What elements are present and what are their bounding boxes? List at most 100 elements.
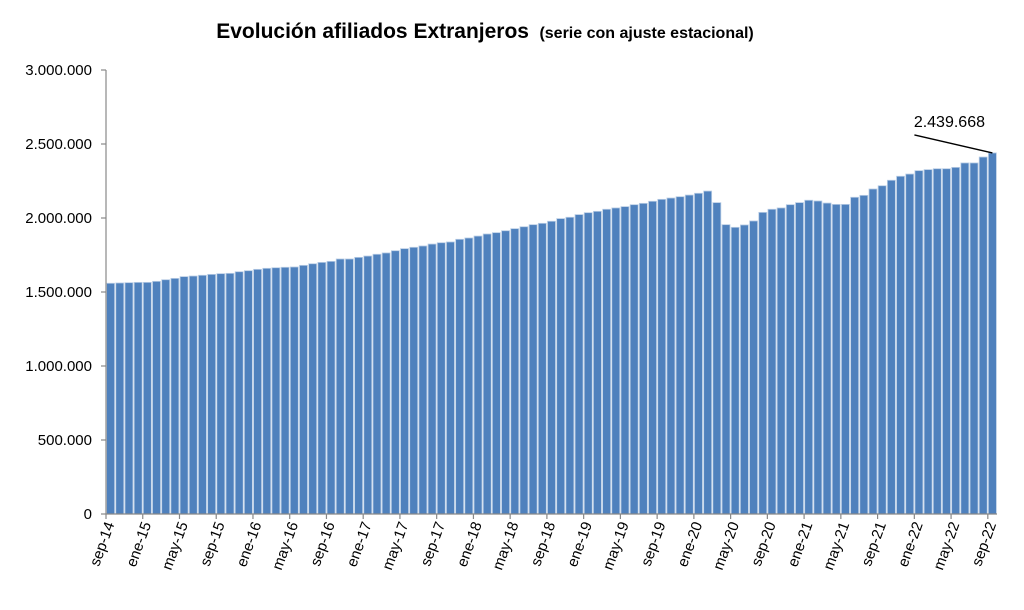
bar-jul-15 bbox=[198, 274, 207, 515]
y-tick-label: 2.500.000 bbox=[25, 136, 92, 153]
bar-ene-20 bbox=[694, 192, 703, 515]
x-tick-label: sep-19 bbox=[638, 520, 670, 569]
bar-sep-17 bbox=[436, 242, 446, 515]
bar-nov-20 bbox=[785, 204, 795, 515]
bar-oct-18 bbox=[556, 218, 566, 515]
y-tick-label: 500.000 bbox=[38, 432, 92, 449]
bar-jun-18 bbox=[519, 226, 529, 515]
x-tick-label: sep-20 bbox=[748, 520, 780, 569]
bar-ene-17 bbox=[363, 255, 373, 515]
bar-jun-21 bbox=[850, 196, 860, 515]
bar-ene-19 bbox=[583, 212, 593, 515]
bar-abr-19 bbox=[611, 207, 621, 515]
y-axis: 0 500.000 1.000.000 1.500.000 2.000.000 2.500… bbox=[25, 62, 107, 523]
bar-mar-15 bbox=[161, 279, 171, 515]
bar-may-21 bbox=[841, 203, 850, 515]
bar-jul-18 bbox=[528, 224, 538, 515]
y-tick-label: 0 bbox=[84, 506, 92, 523]
bar-dic-17 bbox=[464, 237, 474, 515]
bar-feb-22 bbox=[923, 169, 933, 515]
bar-sep-18 bbox=[547, 220, 556, 515]
bar-oct-17 bbox=[446, 241, 455, 515]
bar-jun-17 bbox=[409, 246, 419, 515]
x-tick-label: ene-17 bbox=[344, 520, 376, 570]
bar-nov-21 bbox=[896, 175, 905, 515]
bar-nov-18 bbox=[565, 216, 575, 515]
bar-nov-19 bbox=[675, 196, 685, 515]
bar-mar-16 bbox=[271, 267, 281, 515]
chart-title-main: Evolución afiliados Extranjeros bbox=[216, 20, 529, 43]
bar-may-17 bbox=[400, 248, 409, 515]
x-tick-label: ene-22 bbox=[895, 520, 927, 570]
bar-abr-17 bbox=[390, 250, 400, 515]
annotation-label: 2.439.668 bbox=[914, 114, 985, 131]
bar-dic-16 bbox=[354, 256, 363, 515]
bar-mar-22 bbox=[932, 168, 942, 515]
y-tick-label: 3.000.000 bbox=[25, 62, 92, 79]
bar-dic-14 bbox=[133, 281, 143, 515]
x-tick-label: sep-17 bbox=[417, 520, 449, 569]
x-tick-label: may-22 bbox=[930, 520, 963, 573]
bar-ene-16 bbox=[253, 268, 262, 515]
bar-feb-21 bbox=[813, 200, 823, 515]
bar-dic-18 bbox=[574, 214, 584, 515]
bar-dic-15 bbox=[243, 270, 253, 515]
bar-jun-19 bbox=[629, 204, 639, 515]
bar-sep-20 bbox=[767, 208, 777, 515]
bar-ago-20 bbox=[758, 211, 768, 515]
bar-sep-14 bbox=[106, 282, 115, 515]
x-tick-label: ene-15 bbox=[123, 520, 155, 570]
bar-ago-22 bbox=[978, 156, 988, 515]
bar-feb-19 bbox=[593, 210, 602, 515]
bar-abr-20 bbox=[721, 224, 731, 515]
bar-sep-15 bbox=[216, 273, 226, 515]
y-tick-label: 1.500.000 bbox=[25, 284, 92, 301]
x-tick-label: may-21 bbox=[820, 520, 853, 573]
bar-dic-21 bbox=[905, 173, 915, 515]
bar-jul-19 bbox=[638, 202, 648, 515]
x-tick-label: ene-16 bbox=[233, 520, 265, 570]
bars bbox=[106, 152, 997, 515]
bar-abr-15 bbox=[170, 277, 180, 515]
bar-oct-14 bbox=[115, 282, 125, 515]
bar-dic-20 bbox=[795, 202, 804, 515]
bar-nov-15 bbox=[234, 271, 244, 515]
x-tick-label: ene-20 bbox=[674, 520, 706, 570]
bar-abr-16 bbox=[280, 266, 290, 515]
x-tick-label: ene-21 bbox=[785, 520, 817, 570]
bar-jul-21 bbox=[859, 194, 869, 515]
bar-oct-15 bbox=[225, 272, 235, 515]
x-tick-label: ene-18 bbox=[454, 520, 486, 570]
bar-feb-20 bbox=[703, 190, 713, 515]
x-axis: sep-14 ene-15 may-15 sep-15 ene-16 may-16 sep-… bbox=[87, 513, 1001, 573]
x-tick-label: may-19 bbox=[600, 520, 633, 573]
bar-jul-20 bbox=[749, 220, 758, 515]
x-tick-label: sep-21 bbox=[858, 520, 890, 569]
x-tick-label: sep-14 bbox=[87, 520, 119, 569]
bar-mar-18 bbox=[491, 232, 501, 515]
bar-feb-15 bbox=[152, 280, 161, 515]
bar-jul-17 bbox=[418, 245, 428, 515]
bar-ago-19 bbox=[648, 200, 657, 515]
bar-mar-19 bbox=[602, 208, 612, 515]
bar-may-22 bbox=[951, 166, 961, 515]
x-tick-label: sep-22 bbox=[969, 520, 1001, 569]
bar-may-20 bbox=[730, 226, 740, 515]
x-tick-label: may-16 bbox=[269, 520, 302, 573]
bar-dic-19 bbox=[684, 194, 694, 515]
bar-may-19 bbox=[620, 206, 630, 515]
bar-nov-17 bbox=[455, 238, 465, 515]
bar-sep-19 bbox=[657, 198, 667, 515]
y-tick-label: 1.000.000 bbox=[25, 358, 92, 375]
bar-ene-22 bbox=[914, 170, 924, 515]
x-tick-label: may-18 bbox=[489, 520, 522, 573]
bar-jun-22 bbox=[960, 162, 970, 515]
bar-ene-15 bbox=[142, 281, 152, 515]
bar-jun-15 bbox=[188, 275, 198, 515]
bar-ago-18 bbox=[537, 222, 547, 515]
bar-ago-15 bbox=[207, 273, 217, 515]
bar-jun-16 bbox=[299, 264, 308, 515]
x-tick-label: sep-18 bbox=[528, 520, 560, 569]
chart-subtitle: (serie con ajuste estacional) bbox=[539, 25, 753, 42]
bar-ago-21 bbox=[868, 188, 878, 515]
